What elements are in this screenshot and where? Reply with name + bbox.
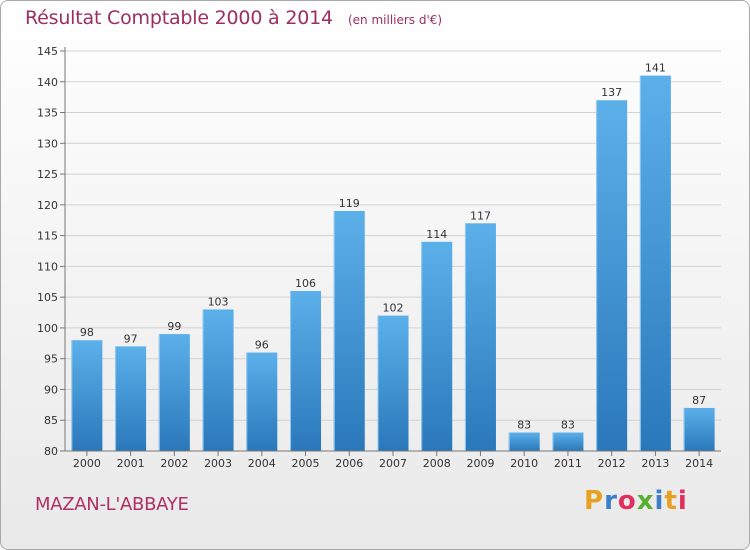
logo-letter: P	[584, 486, 605, 516]
x-tick-label: 2000	[73, 457, 101, 470]
logo-letter: i	[654, 486, 665, 516]
y-tick-label: 140	[37, 76, 58, 89]
x-tick-label: 2014	[685, 457, 713, 470]
y-tick-label: 135	[37, 107, 58, 120]
bar-2006	[333, 211, 365, 451]
bar-2009	[464, 223, 496, 451]
commune-name: MAZAN-L'ABBAYE	[35, 494, 189, 515]
value-label: 98	[80, 326, 94, 339]
x-tick-label: 2011	[554, 457, 582, 470]
value-label: 114	[426, 228, 447, 241]
y-tick-label: 130	[37, 137, 58, 150]
bar-2001	[115, 346, 147, 451]
x-tick-label: 2006	[335, 457, 363, 470]
proxiti-logo: Proxiti	[584, 486, 688, 516]
value-label: 87	[692, 394, 706, 407]
x-tick-label: 2005	[292, 457, 320, 470]
x-tick-label: 2008	[423, 457, 451, 470]
bar-2005	[290, 291, 322, 451]
value-label: 106	[295, 277, 316, 290]
value-label: 83	[561, 419, 575, 432]
x-tick-label: 2003	[204, 457, 232, 470]
bar-2004	[246, 352, 278, 451]
y-tick-label: 110	[37, 260, 58, 273]
y-tick-label: 85	[44, 414, 58, 427]
y-tick-label: 145	[37, 45, 58, 58]
y-tick-label: 120	[37, 199, 58, 212]
bar-2003	[202, 309, 234, 451]
bar-2014	[683, 407, 715, 451]
logo-letter: o	[617, 486, 637, 516]
logo-letter: r	[604, 486, 618, 516]
value-label: 83	[517, 419, 531, 432]
logo-letter: x	[636, 486, 655, 516]
value-label: 141	[645, 62, 666, 75]
logo-letter: t	[664, 486, 678, 516]
bar-2012	[596, 100, 628, 451]
bar-2007	[377, 315, 409, 451]
bar-2008	[421, 241, 453, 451]
value-label: 99	[167, 320, 181, 333]
value-label: 119	[339, 197, 360, 210]
x-tick-label: 2004	[248, 457, 276, 470]
logo-letter: i	[677, 486, 688, 516]
y-tick-label: 115	[37, 230, 58, 243]
chart-title: Résultat Comptable 2000 à 2014 (en milli…	[25, 7, 442, 29]
y-tick-label: 105	[37, 291, 58, 304]
y-tick-label: 80	[44, 445, 58, 458]
bar-2013	[639, 75, 671, 451]
x-tick-label: 2010	[510, 457, 538, 470]
value-label: 117	[470, 209, 491, 222]
x-tick-label: 2002	[160, 457, 188, 470]
value-label: 137	[601, 86, 622, 99]
value-label: 96	[255, 339, 269, 352]
chart-title-unit: (en milliers d'€)	[347, 13, 443, 27]
value-label: 103	[208, 295, 229, 308]
value-label: 97	[124, 332, 138, 345]
y-tick-label: 100	[37, 322, 58, 335]
bar-2010	[508, 432, 540, 451]
x-tick-label: 2001	[117, 457, 145, 470]
y-tick-label: 125	[37, 168, 58, 181]
x-tick-label: 2007	[379, 457, 407, 470]
bar-2002	[158, 334, 190, 451]
bar-2000	[71, 340, 103, 451]
bar-2011	[552, 432, 584, 451]
y-tick-label: 95	[44, 353, 58, 366]
value-label: 102	[383, 302, 404, 315]
x-tick-label: 2012	[598, 457, 626, 470]
x-tick-label: 2013	[641, 457, 669, 470]
y-tick-label: 90	[44, 383, 58, 396]
chart-title-main: Résultat Comptable 2000 à 2014	[25, 7, 333, 29]
x-tick-label: 2009	[466, 457, 494, 470]
